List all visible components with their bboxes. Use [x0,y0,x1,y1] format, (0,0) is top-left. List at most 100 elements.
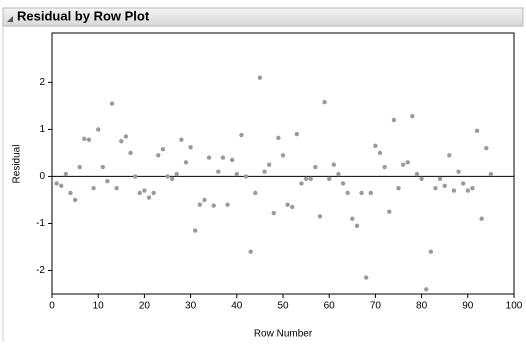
point [442,183,447,189]
point [474,128,480,134]
x-tick-label: 90 [462,301,474,312]
y-tick-label: -2 [36,265,45,276]
point [470,185,475,191]
point [257,75,263,80]
point [479,216,484,221]
point [271,210,276,216]
point [322,99,327,105]
point [424,287,429,292]
point [132,174,138,179]
point [303,176,309,181]
point [414,171,420,177]
point [419,176,424,181]
x-tick-label: 10 [93,301,105,312]
x-tick-label: 50 [277,301,289,312]
point [54,181,59,186]
point [169,176,175,181]
point [368,190,373,196]
point [234,171,239,177]
y-tick-label: -1 [36,218,45,229]
point [202,197,207,203]
point [331,162,337,167]
point [294,131,300,137]
y-tick-label: 1 [39,124,45,135]
point [243,174,249,179]
x-tick-label: 60 [324,301,336,312]
point [336,171,341,177]
point [59,183,64,189]
y-axis-label: Residual [12,145,23,184]
point [456,169,461,174]
point [340,181,346,186]
point [410,114,415,119]
point [156,153,161,158]
point [211,203,216,208]
point [451,188,457,193]
point [109,101,115,106]
point [206,155,212,160]
x-axis-label: Row Number [254,329,313,340]
point [327,176,332,181]
point [313,164,318,170]
point [308,176,313,181]
point [266,162,272,167]
point [68,190,73,196]
point [165,174,170,179]
point [146,195,152,200]
y-tick-label: 0 [39,171,45,182]
point [285,202,290,207]
point [428,249,434,254]
point [433,185,438,191]
point [437,176,443,181]
point [82,136,87,142]
point [377,150,383,156]
point [290,204,295,210]
point [119,138,124,144]
point [359,190,364,196]
point [465,188,470,193]
x-tick-label: 30 [185,301,197,312]
point [86,137,92,142]
point [220,155,226,160]
x-tick-label: 0 [49,301,55,312]
point [183,160,189,165]
point [299,181,304,186]
point [373,143,378,149]
point [105,178,110,184]
point [174,171,179,177]
point [179,137,184,142]
disclosure-icon[interactable] [7,16,13,22]
x-tick-label: 20 [139,301,151,312]
point [197,202,203,207]
point [77,164,82,170]
chart-title: Residual by Row Plot [17,8,150,23]
point [484,146,489,151]
point [382,164,387,170]
point [239,132,244,138]
point [387,209,392,214]
point [317,214,323,219]
point [96,127,101,132]
point [160,146,166,152]
point [350,216,355,221]
point [114,185,119,191]
point [72,197,78,203]
point [225,202,230,207]
point [405,160,410,165]
x-tick-label: 100 [506,301,523,312]
point [253,190,258,196]
point [229,157,235,163]
point [396,185,401,191]
point [354,223,360,229]
point [262,169,267,174]
x-tick-label: 40 [231,301,243,312]
plot-frame [51,32,515,295]
point [400,162,406,167]
panel-header[interactable] [2,7,524,27]
y-tick-label: 2 [39,77,45,88]
point [460,181,466,186]
point [142,188,147,193]
point [100,164,106,170]
point [63,171,69,177]
